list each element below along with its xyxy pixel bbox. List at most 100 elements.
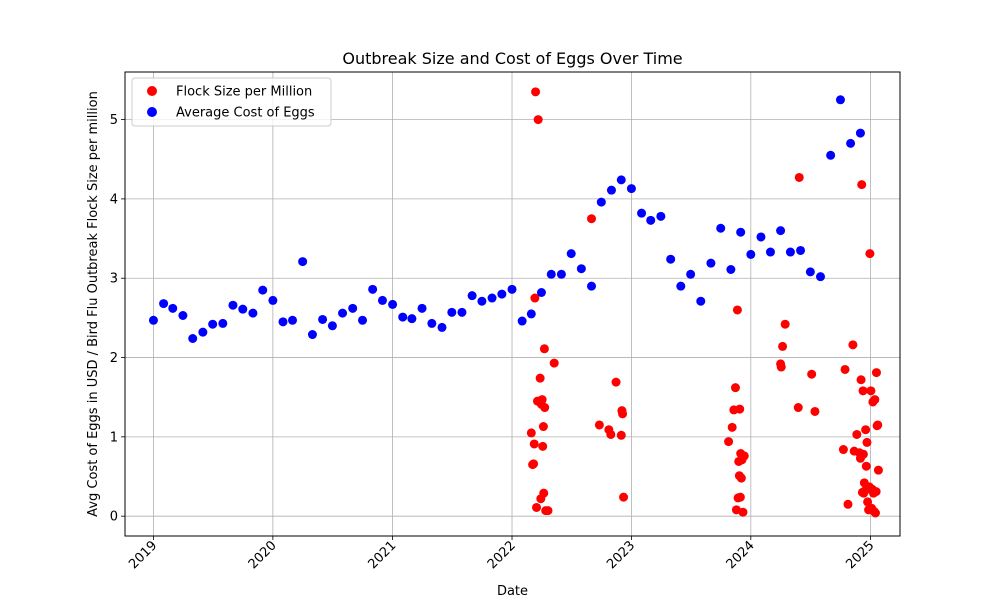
flock-size-point (866, 386, 876, 396)
grid-lines (125, 72, 900, 536)
egg-cost-point (318, 314, 328, 324)
flock-size-point (535, 373, 545, 383)
flock-size-point (862, 437, 872, 447)
egg-cost-point (477, 296, 487, 306)
egg-cost-point (826, 150, 836, 160)
data-points (148, 87, 883, 518)
flock-size-point (736, 473, 746, 483)
egg-cost-point (447, 307, 457, 317)
egg-cost-point (596, 197, 606, 207)
egg-cost-point (198, 327, 208, 337)
egg-cost-point (646, 215, 656, 225)
plot-area-frame (124, 71, 901, 537)
egg-cost-point (746, 249, 756, 259)
egg-cost-point (398, 312, 408, 322)
flock-size-point (870, 508, 880, 518)
flock-size-point (861, 461, 871, 471)
egg-cost-point (307, 330, 317, 340)
flock-size-point (533, 115, 543, 125)
flock-size-point (727, 422, 737, 432)
egg-cost-point (377, 295, 387, 305)
flock-size-point (611, 377, 621, 387)
egg-cost-point (487, 293, 497, 303)
egg-cost-point (846, 138, 856, 148)
egg-cost-point (576, 264, 586, 274)
flock-size-point (778, 341, 788, 351)
egg-cost-point (427, 318, 437, 328)
egg-cost-point (526, 309, 536, 319)
flock-size-point (776, 362, 786, 372)
legend: Flock Size per Million Average Cost of E… (131, 77, 332, 127)
egg-cost-point (696, 296, 706, 306)
flock-size-point (793, 403, 803, 413)
flock-size-point (870, 395, 880, 405)
egg-cost-point (388, 299, 398, 309)
legend-frame (131, 77, 332, 127)
flock-size-point (594, 420, 604, 430)
flock-size-point (840, 364, 850, 374)
egg-cost-point (616, 175, 626, 185)
egg-cost-point (626, 184, 636, 194)
egg-cost-point (407, 314, 417, 324)
flock-size-point (526, 428, 536, 438)
flock-size-point (531, 87, 541, 97)
y-tick-label: 0 (110, 510, 118, 525)
egg-cost-point (368, 284, 378, 294)
egg-cost-point (676, 281, 686, 291)
flock-size-point (807, 369, 817, 379)
egg-cost-point (637, 208, 647, 218)
flock-size-point (871, 487, 881, 497)
egg-cost-point (587, 281, 596, 291)
egg-cost-point (358, 315, 368, 325)
egg-cost-point (785, 247, 795, 257)
flock-size-point (730, 383, 740, 393)
y-tick-label: 4 (110, 192, 118, 207)
y-axis-label: Avg Cost of Eggs in USD / Bird Flu Outbr… (86, 91, 101, 517)
egg-cost-point (228, 300, 238, 310)
y-tick-label: 2 (110, 351, 118, 366)
egg-cost-point (796, 245, 806, 255)
egg-cost-point (168, 303, 178, 313)
egg-cost-point (288, 315, 297, 325)
flock-size-point (619, 492, 629, 502)
egg-cost-point (467, 291, 477, 301)
egg-cost-point (238, 304, 248, 314)
y-tick-label: 3 (110, 272, 118, 287)
egg-cost-point (348, 303, 358, 313)
flock-size-point (735, 492, 745, 502)
egg-cost-point (507, 284, 517, 294)
egg-cost-point (338, 308, 348, 318)
flock-size-point (724, 437, 734, 447)
x-axis-label: Date (497, 584, 528, 599)
egg-cost-point (706, 258, 716, 268)
flock-size-point (852, 429, 862, 439)
egg-cost-point (148, 315, 158, 325)
egg-cost-point (517, 316, 527, 326)
egg-cost-point (208, 319, 218, 329)
egg-cost-point (756, 232, 766, 242)
egg-cost-point (159, 299, 169, 309)
egg-cost-point (776, 226, 786, 236)
flock-size-point (858, 386, 868, 396)
egg-cost-point (268, 295, 278, 305)
flock-size-point (537, 395, 547, 405)
flock-size-point (529, 439, 539, 449)
egg-cost-point (497, 289, 507, 299)
y-tick-label: 5 (110, 113, 118, 128)
legend-marker-eggs (147, 107, 157, 117)
flock-size-point (780, 319, 790, 329)
flock-size-point (618, 409, 628, 419)
flock-size-point (861, 425, 871, 435)
flock-size-point (539, 344, 549, 354)
flock-size-point (540, 403, 550, 413)
flock-size-point (538, 422, 548, 432)
flock-size-point (856, 375, 866, 385)
flock-size-point (529, 459, 539, 469)
egg-cost-point (178, 311, 188, 320)
egg-cost-point (566, 249, 576, 259)
flock-size-point (739, 451, 749, 461)
egg-cost-point (218, 318, 228, 328)
flock-size-point (539, 488, 549, 498)
egg-cost-point (855, 128, 865, 138)
